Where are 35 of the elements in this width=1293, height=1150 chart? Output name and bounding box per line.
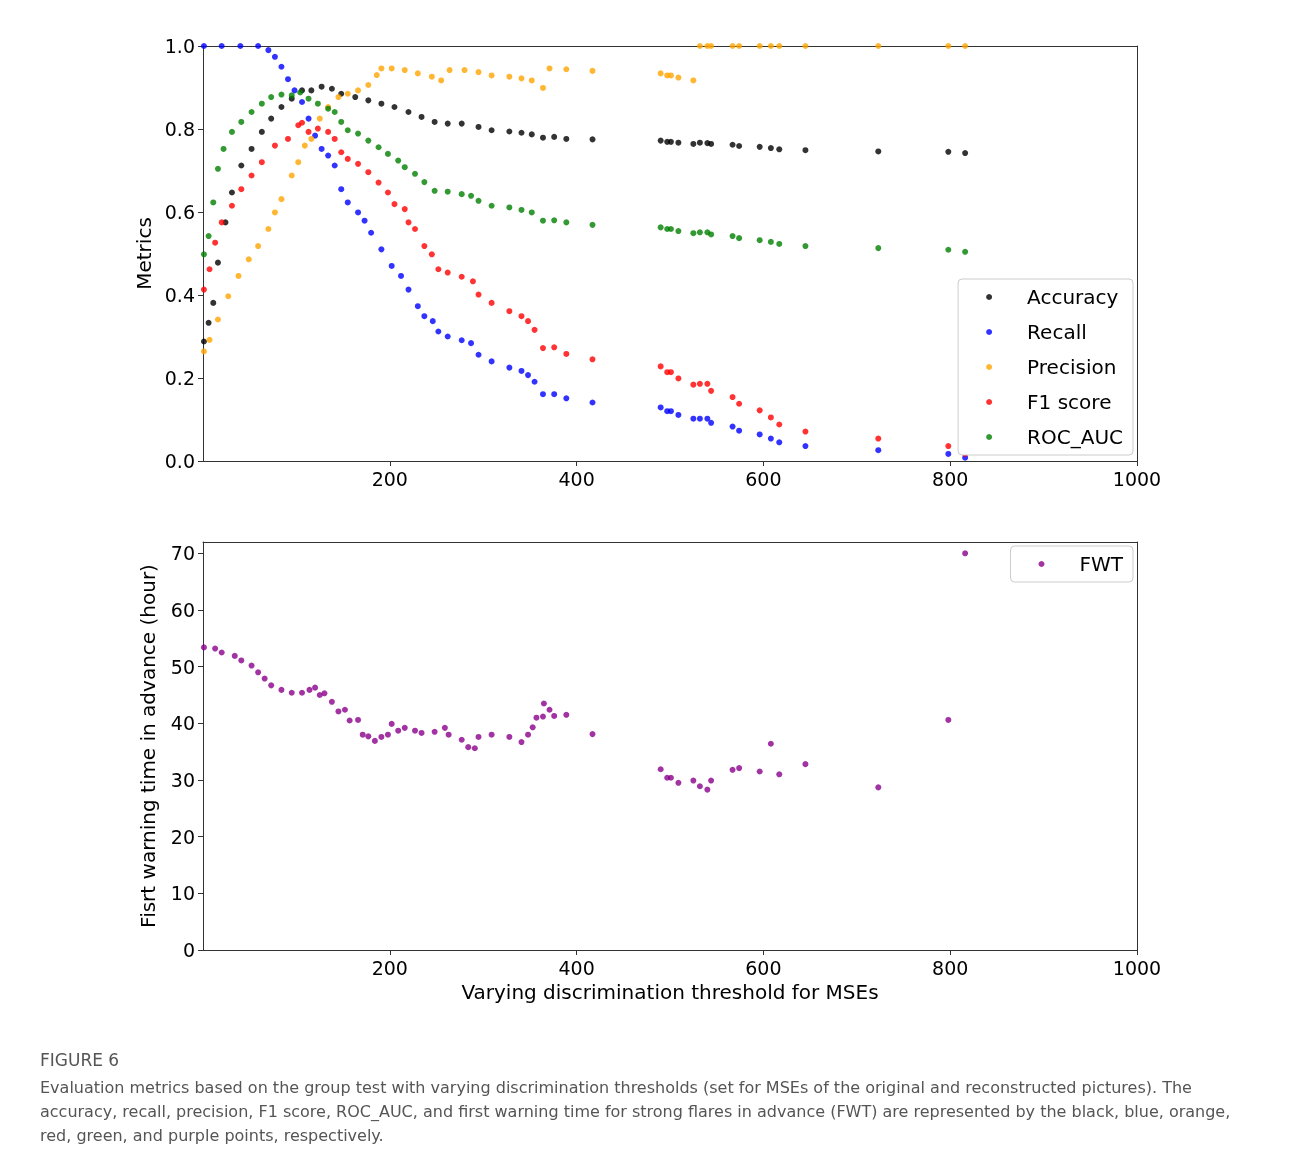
y-tick-label: 1.0 [164,35,195,57]
y-axis-title: Metrics [131,217,156,290]
x-tick-label: 800 [932,467,969,490]
legend-label: Accuracy [1027,285,1119,309]
x-tick-label: 1000 [1112,467,1162,490]
y-tick-label: 0.2 [164,367,195,389]
y-tick-label: 0.4 [164,284,195,306]
x-tick-label: 600 [745,467,782,490]
caption: FIGURE 6 [40,1049,121,1072]
y-tick-label: 70 [170,542,195,565]
x-axis-title: Varying discrimination threshold for MSEs [461,980,879,1004]
x-tick-label: 200 [371,467,408,490]
legend-label: Recall [1027,320,1087,344]
y-tick-label: 20 [170,825,195,848]
x-tick-label: 400 [558,956,595,979]
legend-label: Precision [1027,355,1117,379]
legend-label: F1 score [1027,390,1112,414]
legend-label: FWT [1079,552,1124,576]
y-tick-label: 0 [182,939,195,961]
x-tick-label: 600 [745,956,782,979]
y-tick-label: 0.0 [164,450,195,472]
x-tick-label: 200 [371,956,408,979]
text: Evaluation metrics based on the group test with varying discrimination thresholds (set for MSEs of the original and reconstructed pictures). The accuracy, recall, precision, F1 score, ROC_AUC, and first warning time for strong flares in advance (FWT) are represented by the black, blue, orange, red, green, and purple points, respectively. [40,1077,1232,1147]
y-tick-label: 30 [170,769,195,791]
y-tick-label: 60 [170,599,195,621]
y-axis-title: Fisrt warning time in advance (hour) [136,564,160,928]
y-tick-label: 50 [170,655,195,678]
x-tick-label: 1000 [1112,956,1162,979]
x-tick-label: 800 [932,956,969,979]
legend-label: ROC_AUC [1027,425,1123,449]
y-tick-label: 0.6 [164,201,195,223]
y-tick-label: 0.8 [164,118,195,140]
x-tick-label: 400 [558,467,595,490]
y-tick-label: 40 [170,712,195,735]
y-tick-label: 10 [170,882,195,905]
